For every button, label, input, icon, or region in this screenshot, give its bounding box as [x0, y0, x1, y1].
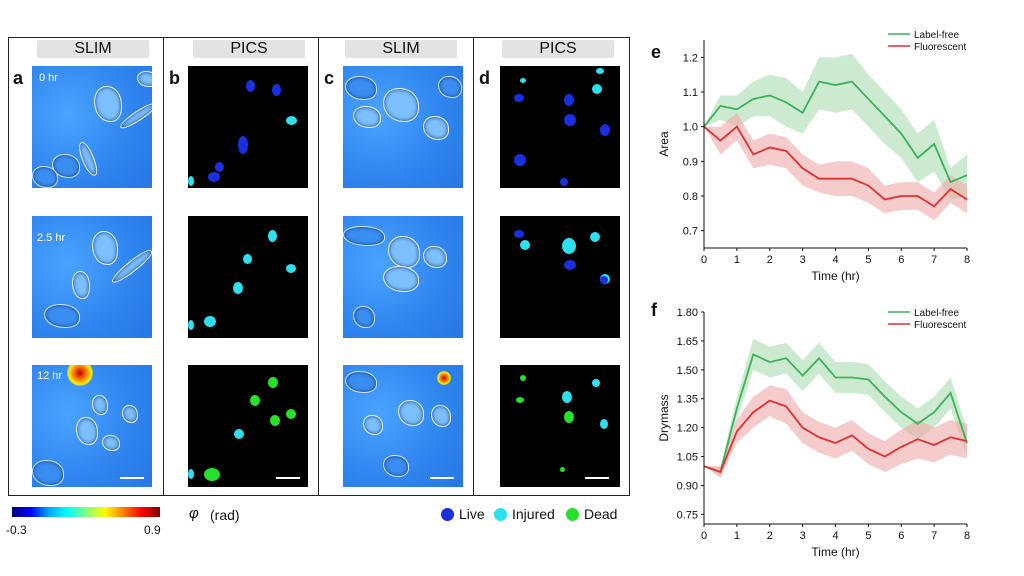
column-header-slim: SLIM	[345, 40, 457, 58]
x-tick-label: 7	[931, 530, 937, 542]
legend-dot-dead	[566, 508, 579, 521]
series-line-0	[703, 80, 968, 184]
x-tick-label: 3	[800, 530, 806, 542]
x-tick-label: 6	[898, 530, 904, 542]
grid-divider	[473, 37, 475, 496]
series-band-1	[704, 385, 967, 478]
y-tick-label: 0.9	[683, 156, 698, 168]
y-tick-label: 0.8	[683, 191, 698, 203]
panel-letter-e: e	[651, 42, 662, 62]
panel-letter-a: a	[13, 68, 24, 88]
legend-dot-live	[441, 508, 454, 521]
panel-letter-b: b	[169, 68, 180, 88]
x-tick-label: 7	[931, 254, 937, 266]
legend-label-0: Label-free	[914, 308, 959, 319]
colorbar-max-label: 0.9	[144, 523, 161, 537]
series-band-0	[704, 338, 967, 476]
x-tick-label: 2	[767, 254, 773, 266]
pics-image-d-12hr	[500, 365, 620, 487]
pics-image-b-0hr	[188, 66, 308, 188]
series-band-1	[704, 112, 967, 221]
y-axis-label: Drymass	[657, 394, 671, 441]
phase-colorbar	[12, 507, 160, 517]
panel-letter-d: d	[479, 68, 490, 88]
slim-image-c-2-5hr	[343, 216, 463, 338]
y-tick-label: 1.05	[677, 452, 698, 464]
colorbar-min-label: -0.3	[6, 523, 27, 537]
grid-divider	[163, 37, 165, 496]
column-header-pics: PICS	[502, 40, 614, 58]
pics-image-b-12hr	[188, 365, 308, 487]
series-band-0	[704, 53, 967, 200]
y-tick-label: 1.20	[677, 423, 698, 435]
x-tick-label: 0	[701, 254, 707, 266]
x-tick-label: 1	[734, 254, 740, 266]
x-tick-label: 2	[767, 530, 773, 542]
colorbar-unit-label: (rad)	[210, 507, 240, 523]
x-tick-label: 8	[964, 254, 970, 266]
pics-image-d-2-5hr	[500, 216, 620, 338]
x-axis-label: Time (hr)	[811, 269, 859, 283]
x-tick-label: 0	[701, 530, 707, 542]
phi-symbol: φ	[189, 505, 199, 522]
y-tick-label: 1.0	[683, 122, 698, 134]
scale-bar	[585, 477, 609, 479]
legend-label-dead: Dead	[584, 506, 618, 522]
y-tick-label: 1.1	[683, 87, 698, 99]
series-line-1	[703, 399, 968, 474]
y-axis-label: Area	[657, 131, 671, 157]
legend-label-live: Live	[459, 506, 485, 522]
x-tick-label: 1	[734, 530, 740, 542]
slim-image-a-0hr	[32, 66, 152, 188]
slim-image-a-12hr	[32, 365, 152, 487]
slim-image-a-2-5hr	[32, 216, 152, 338]
legend-label-1: Fluorescent	[914, 320, 966, 331]
time-label-2-5hr: 2.5 hr	[37, 232, 66, 244]
y-tick-label: 1.80	[677, 307, 698, 319]
y-tick-label: 1.2	[683, 52, 698, 64]
time-label-12hr: 12 hr	[37, 370, 63, 382]
time-label-0hr: 0 hr	[39, 72, 58, 84]
x-tick-label: 5	[865, 530, 871, 542]
x-tick-label: 8	[964, 530, 970, 542]
series-line-1	[703, 125, 968, 208]
y-tick-label: 0.90	[677, 480, 698, 492]
x-tick-label: 6	[898, 254, 904, 266]
x-tick-label: 3	[800, 254, 806, 266]
scale-bar	[430, 477, 454, 479]
scale-bar	[276, 477, 300, 479]
x-tick-label: 5	[865, 254, 871, 266]
x-tick-label: 4	[832, 254, 838, 266]
panel-letter-c: c	[324, 68, 335, 88]
legend-label-0: Label-free	[914, 30, 959, 41]
pics-image-d-0hr	[500, 66, 620, 188]
x-tick-label: 4	[832, 530, 838, 542]
series-line-0	[703, 353, 968, 474]
slim-image-c-0hr	[343, 66, 463, 188]
legend-label-injured: Injured	[512, 506, 555, 522]
drymass-chart: 0.75 0.90 1.05 1.20 1.35 1.50 1.65 1.80 0 1 2 3 4 5 6 7…	[657, 307, 970, 559]
column-header-slim: SLIM	[37, 40, 149, 58]
legend-dot-injured	[494, 508, 507, 521]
y-tick-label: 0.75	[677, 509, 698, 521]
x-axis-label: Time (hr)	[811, 545, 859, 559]
y-tick-label: 1.35	[677, 394, 698, 406]
y-tick-label: 0.7	[683, 226, 698, 238]
y-tick-label: 1.65	[677, 336, 698, 348]
area-chart: 0.7 0.8 0.9 1.0 1.1 1.2 0 1 2 3 4 5 6 7 8 Time (hr) Area…	[657, 30, 970, 283]
grid-divider	[318, 37, 320, 496]
pics-image-b-2-5hr	[188, 216, 308, 338]
slim-image-c-12hr	[343, 365, 463, 487]
column-header-pics: PICS	[193, 40, 305, 58]
scale-bar	[120, 477, 144, 479]
panel-letter-f: f	[651, 300, 657, 320]
y-tick-label: 1.50	[677, 365, 698, 377]
legend-label-1: Fluorescent	[914, 42, 966, 53]
